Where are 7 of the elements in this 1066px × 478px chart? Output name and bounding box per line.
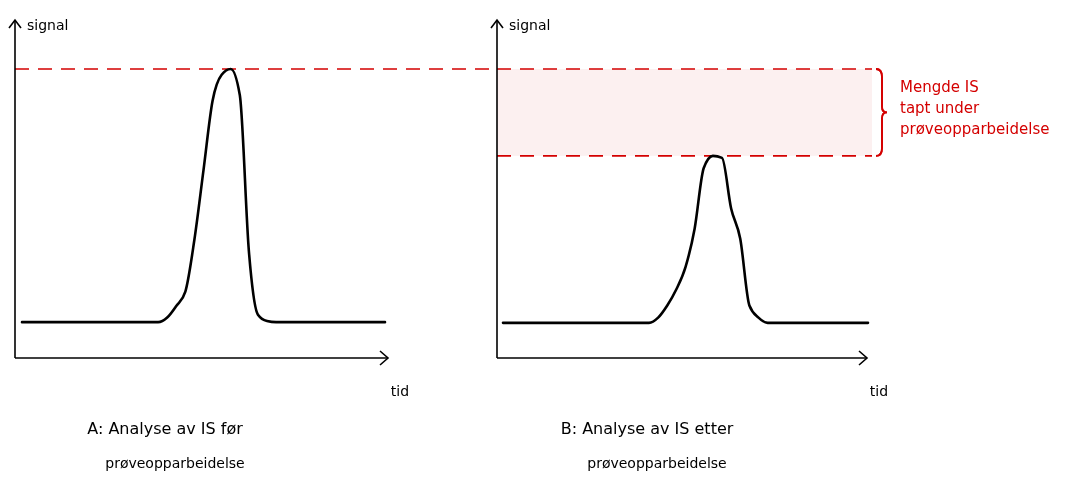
text: Mengde IS tapt under prøveopparbeidelse xyxy=(900,78,1050,139)
y-axis-title: signal xyxy=(27,17,69,33)
text: B: Analyse av IS etter prøveopparbeidelse xyxy=(560,419,734,471)
x-axis-title: tid xyxy=(869,383,889,399)
text: A: Analyse av IS før prøveopparbeidelse xyxy=(87,419,245,471)
x-axis-title: tid xyxy=(390,383,410,399)
y-axis-title: signal xyxy=(509,17,551,33)
